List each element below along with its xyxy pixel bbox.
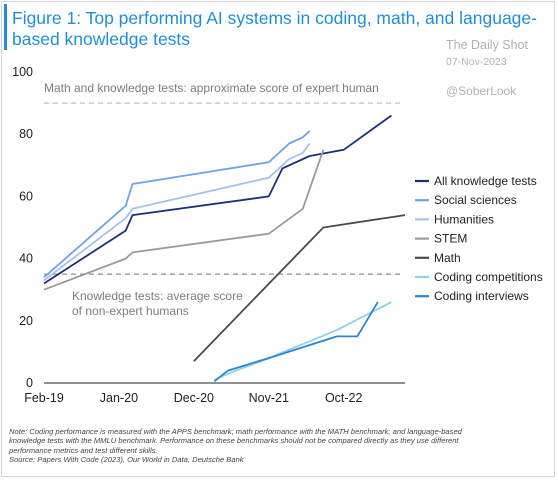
legend: All knowledge tests Social sciences Humani… bbox=[415, 174, 543, 303]
title-accent-bar bbox=[4, 4, 7, 50]
series-line-math bbox=[193, 214, 406, 362]
y-tick-label: 40 bbox=[19, 252, 33, 266]
legend-label-coding-competitions: Coding competitions bbox=[434, 270, 543, 284]
series-line-all-knowledge-tests bbox=[43, 114, 392, 285]
y-tick-label: 60 bbox=[19, 189, 33, 203]
footnote-line-1: Note: Coding performance is measured wit… bbox=[9, 427, 462, 436]
x-tick-label: Jan-20 bbox=[100, 391, 138, 405]
watermark-brand: The Daily Shot bbox=[446, 38, 528, 52]
watermark-date: 07-Nov-2023 bbox=[446, 56, 507, 68]
x-tick-label: Dec-20 bbox=[174, 391, 214, 405]
x-axis-ticks: Feb-19 Jan-20 Dec-20 Nov-21 Oct-22 bbox=[24, 391, 362, 405]
nonexpert-annotation-line2: of non-expert humans bbox=[72, 304, 189, 318]
footnote-line-4: Source: Papers With Code (2023), Our Wor… bbox=[9, 455, 244, 465]
y-tick-label: 20 bbox=[19, 314, 33, 328]
nonexpert-annotation-line1: Knowledge tests: average score bbox=[72, 289, 243, 303]
x-tick-label: Oct-22 bbox=[325, 391, 363, 405]
series-line-humanities bbox=[43, 142, 311, 282]
footnote-line-2: knowledge tests with the MMLU benchmark.… bbox=[9, 436, 459, 446]
chart-title: Figure 1: Top performing AI systems in c… bbox=[12, 8, 537, 49]
expert-annotation: Math and knowledge tests: approximate sc… bbox=[44, 81, 379, 95]
y-axis-ticks: 0 20 40 60 80 100 bbox=[12, 65, 33, 390]
series-line-coding-interviews bbox=[213, 301, 379, 383]
legend-label-math: Math bbox=[434, 251, 461, 265]
legend-label-all-knowledge-tests: All knowledge tests bbox=[434, 174, 537, 188]
watermark-handle: @SoberLook bbox=[446, 84, 517, 98]
footnote: Note: Coding performance is measured wit… bbox=[9, 427, 549, 465]
footnote-line-3: performance metrics and test different s… bbox=[9, 445, 158, 455]
x-tick-label: Feb-19 bbox=[24, 391, 64, 405]
legend-label-humanities: Humanities bbox=[434, 212, 494, 226]
y-tick-label: 100 bbox=[12, 65, 33, 79]
legend-label-coding-interviews: Coding interviews bbox=[434, 289, 529, 303]
legend-label-social-sciences: Social sciences bbox=[434, 193, 517, 207]
legend-label-stem: STEM bbox=[434, 232, 467, 246]
y-tick-label: 80 bbox=[19, 127, 33, 141]
y-tick-label: 0 bbox=[26, 376, 33, 390]
series-lines bbox=[43, 114, 406, 383]
x-tick-label: Nov-21 bbox=[249, 391, 289, 405]
series-line-stem bbox=[43, 149, 325, 291]
series-line-social-sciences bbox=[43, 130, 311, 278]
